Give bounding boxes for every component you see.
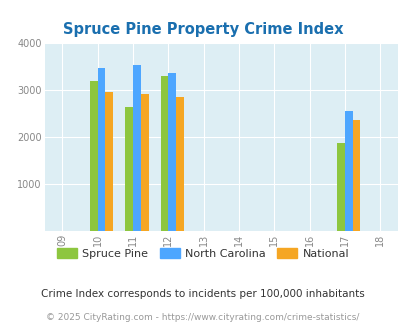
- Text: Crime Index corresponds to incidents per 100,000 inhabitants: Crime Index corresponds to incidents per…: [41, 289, 364, 299]
- Bar: [336, 143, 344, 231]
- Bar: [176, 96, 183, 231]
- Bar: [90, 81, 98, 231]
- Bar: [125, 107, 133, 231]
- Text: © 2025 CityRating.com - https://www.cityrating.com/crime-statistics/: © 2025 CityRating.com - https://www.city…: [46, 313, 359, 322]
- Bar: [160, 76, 168, 231]
- Legend: Spruce Pine, North Carolina, National: Spruce Pine, North Carolina, National: [52, 244, 353, 263]
- Bar: [105, 92, 113, 231]
- Bar: [168, 73, 176, 231]
- Bar: [141, 94, 148, 231]
- Bar: [344, 111, 352, 231]
- Bar: [133, 65, 141, 231]
- Text: Spruce Pine Property Crime Index: Spruce Pine Property Crime Index: [63, 22, 342, 37]
- Bar: [98, 68, 105, 231]
- Bar: [352, 119, 360, 231]
